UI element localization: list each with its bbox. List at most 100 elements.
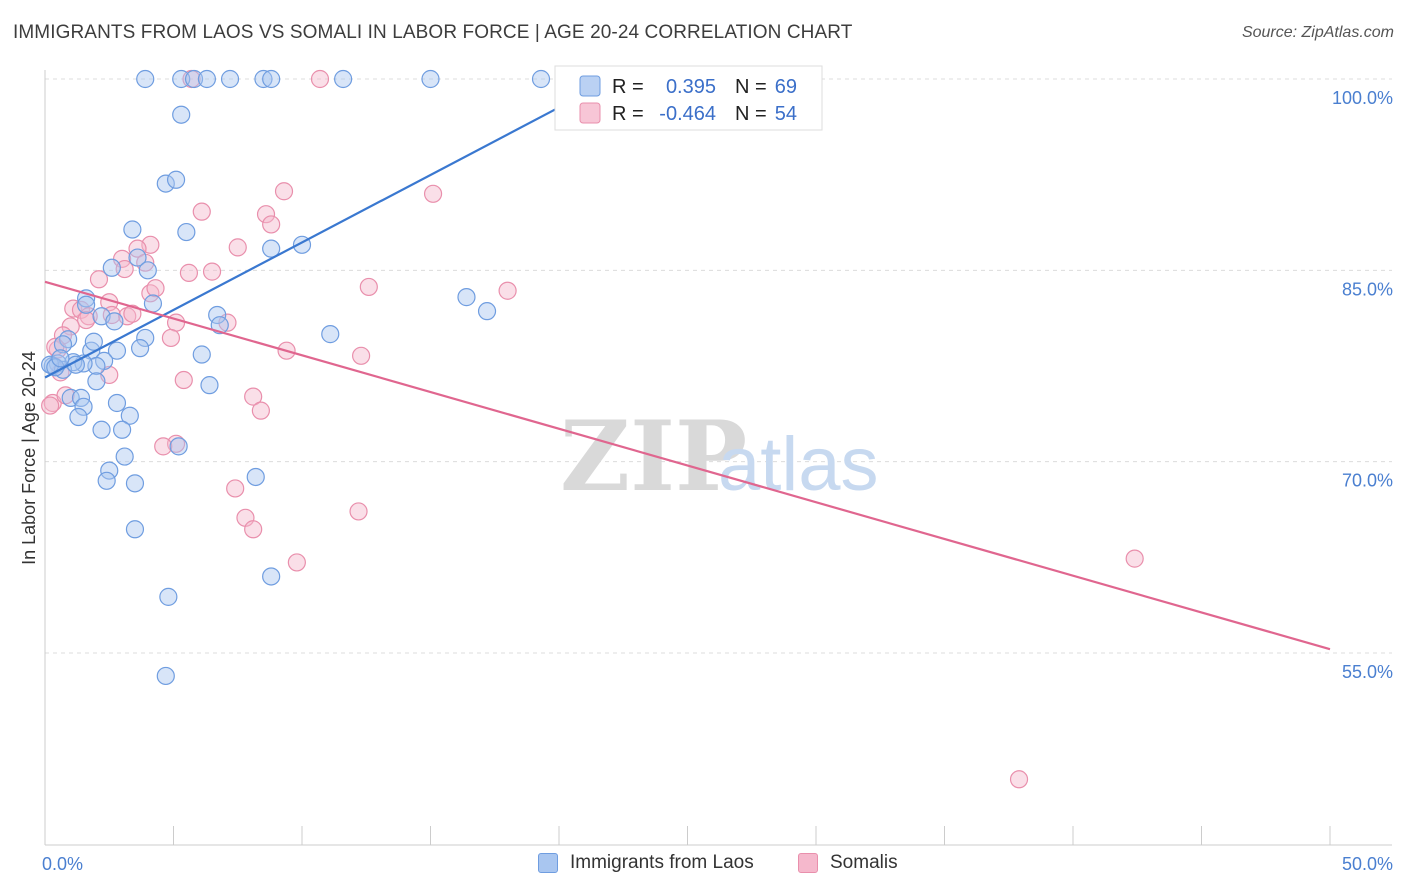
laos-point-51 [120, 406, 139, 425]
somalis-point-3 [423, 184, 443, 203]
laos-point-31 [130, 339, 150, 358]
stats-legend: R = 0.395 N = 69 R = -0.464 N = 54 [554, 65, 823, 131]
somalis-point-41 [41, 396, 60, 415]
somalis-point-27 [77, 310, 96, 330]
legend-r-label-1: R = [612, 76, 644, 98]
y-tick-label-2: 70.0% [1342, 471, 1393, 491]
laos-trend-line [44, 99, 573, 379]
somalis-point-48 [287, 553, 306, 572]
watermark-atlas: atlas [718, 422, 879, 507]
laos-point-28 [457, 288, 476, 307]
bottom-legend-laos: Immigrants from Laos [538, 852, 754, 874]
laos-point-11 [156, 174, 175, 193]
laos-point-3 [197, 69, 217, 89]
somalis-point-38 [244, 387, 263, 406]
laos-point-53 [92, 420, 111, 439]
legend-r-label-2: R = [612, 103, 644, 125]
legend-r-value-2: -0.464 [659, 103, 716, 125]
laos-point-61 [125, 520, 145, 539]
somalis-trend-line [44, 280, 1331, 651]
somalis-point-35 [352, 346, 371, 365]
somalis-point-46 [244, 520, 263, 539]
legend-label-somalis: Somalis [830, 852, 898, 873]
bottom-legend-somalis: Somalis [798, 852, 898, 874]
somalis-point-17 [146, 279, 165, 298]
x-tick-label-0: 0.0% [42, 854, 83, 874]
legend-n-label-2: N = [735, 103, 767, 125]
laos-point-10 [172, 105, 191, 124]
chart-title: IMMIGRANTS FROM LAOS VS SOMALI IN LABOR … [13, 22, 853, 43]
somalis-point-5 [256, 205, 276, 224]
laos-point-56 [115, 447, 134, 466]
laos-point-15 [262, 239, 281, 258]
laos-point-45 [87, 372, 106, 391]
y-axis-label: In Labor Force | Age 20-24 [19, 351, 39, 565]
laos-point-4 [220, 69, 240, 89]
somalis-point-2 [274, 182, 294, 201]
somalis-point-14 [202, 262, 222, 281]
trend-lines [44, 99, 1331, 651]
legend-n-value-2: 54 [775, 103, 797, 125]
laos-point-54 [112, 420, 132, 439]
legend-swatch-laos [579, 75, 601, 97]
somalis-point-6 [262, 215, 281, 234]
laos-point-60 [125, 474, 145, 493]
laos-point-36 [53, 335, 73, 354]
somalis-point-15 [89, 270, 109, 289]
laos-point-59 [97, 471, 116, 490]
laos-point-8 [421, 69, 440, 89]
somalis-point-1 [310, 69, 330, 89]
laos-point-37 [192, 345, 211, 364]
tick-labels: 100.0% 85.0% 70.0% 55.0% 0.0% 50.0% [42, 88, 1393, 874]
laos-point-17 [128, 248, 147, 267]
laos-point-13 [123, 220, 142, 239]
laos-point-1 [172, 69, 191, 89]
laos-point-12 [166, 170, 186, 189]
watermark: ZIP atlas [560, 400, 879, 513]
laos-point-50 [107, 393, 127, 413]
laos-point-0 [136, 69, 155, 89]
laos-point-9 [531, 69, 551, 89]
laos-point-46 [200, 376, 219, 395]
laos-point-32 [107, 341, 127, 360]
legend-r-value-1: 0.395 [666, 76, 716, 98]
somalis-point-53 [56, 386, 75, 405]
legend-swatch-somalis [579, 102, 601, 124]
laos-point-34 [84, 332, 103, 351]
laos-point-47 [61, 388, 80, 407]
x-tick-label-1: 50.0% [1342, 854, 1393, 874]
laos-point-2 [184, 69, 204, 89]
y-tick-label-1: 85.0% [1342, 279, 1393, 299]
source-label: Source: ZipAtlas.com [1241, 24, 1394, 41]
somalis-point-37 [174, 370, 193, 390]
legend-swatch-laos-bottom [538, 853, 558, 873]
laos-point-14 [177, 222, 196, 242]
somalis-point-39 [251, 401, 270, 420]
somalis-point-19 [498, 281, 517, 300]
laos-point-52 [69, 407, 88, 427]
laos-point-27 [321, 325, 340, 344]
legend-swatch-somalis-bottom [798, 853, 818, 873]
somalis-point-32 [161, 328, 181, 348]
legend-n-label-1: N = [735, 76, 767, 98]
somalis-point-4 [192, 202, 211, 221]
laos-point-65 [41, 355, 60, 374]
gridlines [45, 78, 1392, 654]
laos-point-5 [254, 69, 273, 89]
laos-point-29 [477, 302, 497, 321]
somalis-point-18 [359, 277, 378, 297]
y-tick-label-0: 100.0% [1332, 88, 1393, 108]
y-tick-label-3: 55.0% [1342, 662, 1393, 682]
laos-point-6 [262, 69, 281, 89]
laos-point-19 [138, 261, 157, 280]
laos-point-49 [74, 397, 93, 416]
somalis-point-43 [154, 437, 173, 456]
laos-point-55 [169, 437, 188, 456]
legend-label-laos: Immigrants from Laos [570, 852, 754, 873]
somalis-point-25 [123, 304, 142, 323]
laos-point-24 [105, 312, 124, 331]
laos-points [41, 69, 551, 686]
somalis-point-50 [1009, 770, 1029, 789]
laos-point-64 [156, 666, 175, 686]
